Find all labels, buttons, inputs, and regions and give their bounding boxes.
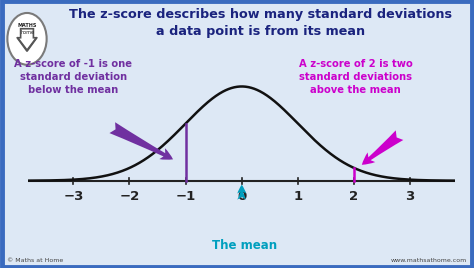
Text: A z-score of -1 is one
standard deviation
below the mean: A z-score of -1 is one standard deviatio… xyxy=(14,59,132,95)
Text: 1: 1 xyxy=(293,190,302,203)
Text: 0: 0 xyxy=(237,190,246,203)
Text: −2: −2 xyxy=(119,190,140,203)
Text: MATHS: MATHS xyxy=(18,23,36,28)
Text: 3: 3 xyxy=(406,190,415,203)
Text: © Maths at Home: © Maths at Home xyxy=(7,258,64,263)
Text: A z-score of 2 is two
standard deviations
above the mean: A z-score of 2 is two standard deviation… xyxy=(299,59,412,95)
Text: www.mathsathome.com: www.mathsathome.com xyxy=(391,258,467,263)
Text: −1: −1 xyxy=(175,190,196,203)
Text: 2: 2 xyxy=(349,190,358,203)
Text: −3: −3 xyxy=(63,190,83,203)
Circle shape xyxy=(8,13,46,65)
Text: The z-score describes how many standard deviations
a data point is from its mean: The z-score describes how many standard … xyxy=(69,8,452,38)
Text: The mean: The mean xyxy=(211,239,277,252)
Text: home: home xyxy=(20,29,34,35)
